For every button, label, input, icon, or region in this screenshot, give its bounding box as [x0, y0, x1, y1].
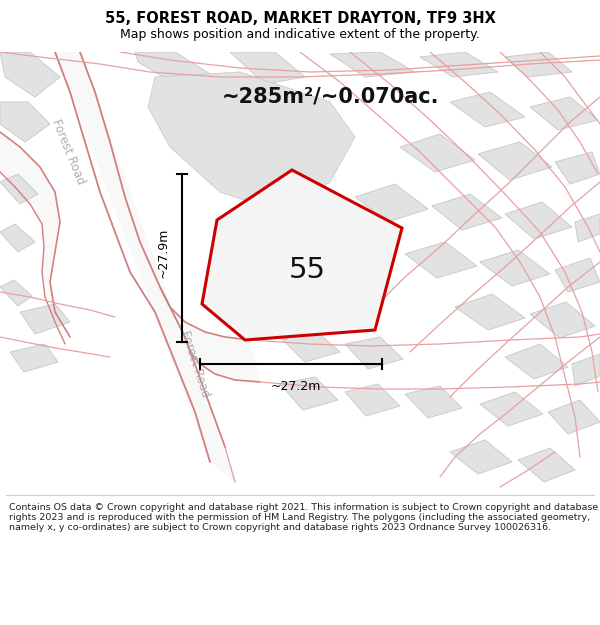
- Polygon shape: [135, 52, 215, 84]
- Polygon shape: [355, 184, 428, 222]
- Polygon shape: [0, 52, 60, 97]
- Polygon shape: [0, 224, 35, 252]
- Polygon shape: [505, 344, 568, 379]
- Polygon shape: [0, 102, 50, 142]
- Polygon shape: [505, 202, 572, 239]
- Text: Forest Road: Forest Road: [178, 329, 212, 399]
- Polygon shape: [420, 52, 498, 77]
- Text: ~27.9m: ~27.9m: [157, 228, 170, 278]
- Polygon shape: [480, 392, 543, 426]
- Polygon shape: [555, 258, 600, 292]
- Text: ~27.2m: ~27.2m: [271, 380, 321, 393]
- Polygon shape: [548, 400, 600, 434]
- Text: Contains OS data © Crown copyright and database right 2021. This information is : Contains OS data © Crown copyright and d…: [9, 503, 598, 532]
- Polygon shape: [10, 344, 58, 372]
- Polygon shape: [280, 377, 338, 410]
- Text: Forest Road: Forest Road: [49, 118, 87, 187]
- Polygon shape: [555, 152, 600, 184]
- Polygon shape: [450, 440, 512, 474]
- Polygon shape: [330, 52, 415, 77]
- Polygon shape: [55, 52, 235, 482]
- Polygon shape: [20, 304, 70, 334]
- Polygon shape: [480, 250, 550, 286]
- Polygon shape: [345, 337, 403, 369]
- Polygon shape: [530, 97, 598, 130]
- Polygon shape: [505, 52, 572, 77]
- Polygon shape: [280, 330, 340, 362]
- Text: 55: 55: [289, 256, 325, 284]
- Polygon shape: [160, 287, 260, 382]
- Polygon shape: [455, 294, 525, 330]
- Polygon shape: [345, 384, 400, 416]
- Polygon shape: [478, 142, 552, 180]
- Text: Map shows position and indicative extent of the property.: Map shows position and indicative extent…: [120, 28, 480, 41]
- Text: ~285m²/~0.070ac.: ~285m²/~0.070ac.: [221, 87, 439, 107]
- Polygon shape: [575, 214, 600, 242]
- Polygon shape: [572, 354, 600, 386]
- Polygon shape: [530, 302, 595, 338]
- Polygon shape: [432, 194, 502, 230]
- Polygon shape: [450, 92, 525, 127]
- Polygon shape: [148, 72, 355, 212]
- Polygon shape: [400, 134, 475, 172]
- Polygon shape: [405, 386, 462, 418]
- Polygon shape: [230, 52, 305, 84]
- Polygon shape: [0, 280, 32, 306]
- Polygon shape: [518, 448, 575, 482]
- Polygon shape: [0, 132, 65, 344]
- Polygon shape: [405, 242, 477, 278]
- Polygon shape: [0, 174, 38, 204]
- Text: 55, FOREST ROAD, MARKET DRAYTON, TF9 3HX: 55, FOREST ROAD, MARKET DRAYTON, TF9 3HX: [104, 11, 496, 26]
- Polygon shape: [202, 170, 402, 340]
